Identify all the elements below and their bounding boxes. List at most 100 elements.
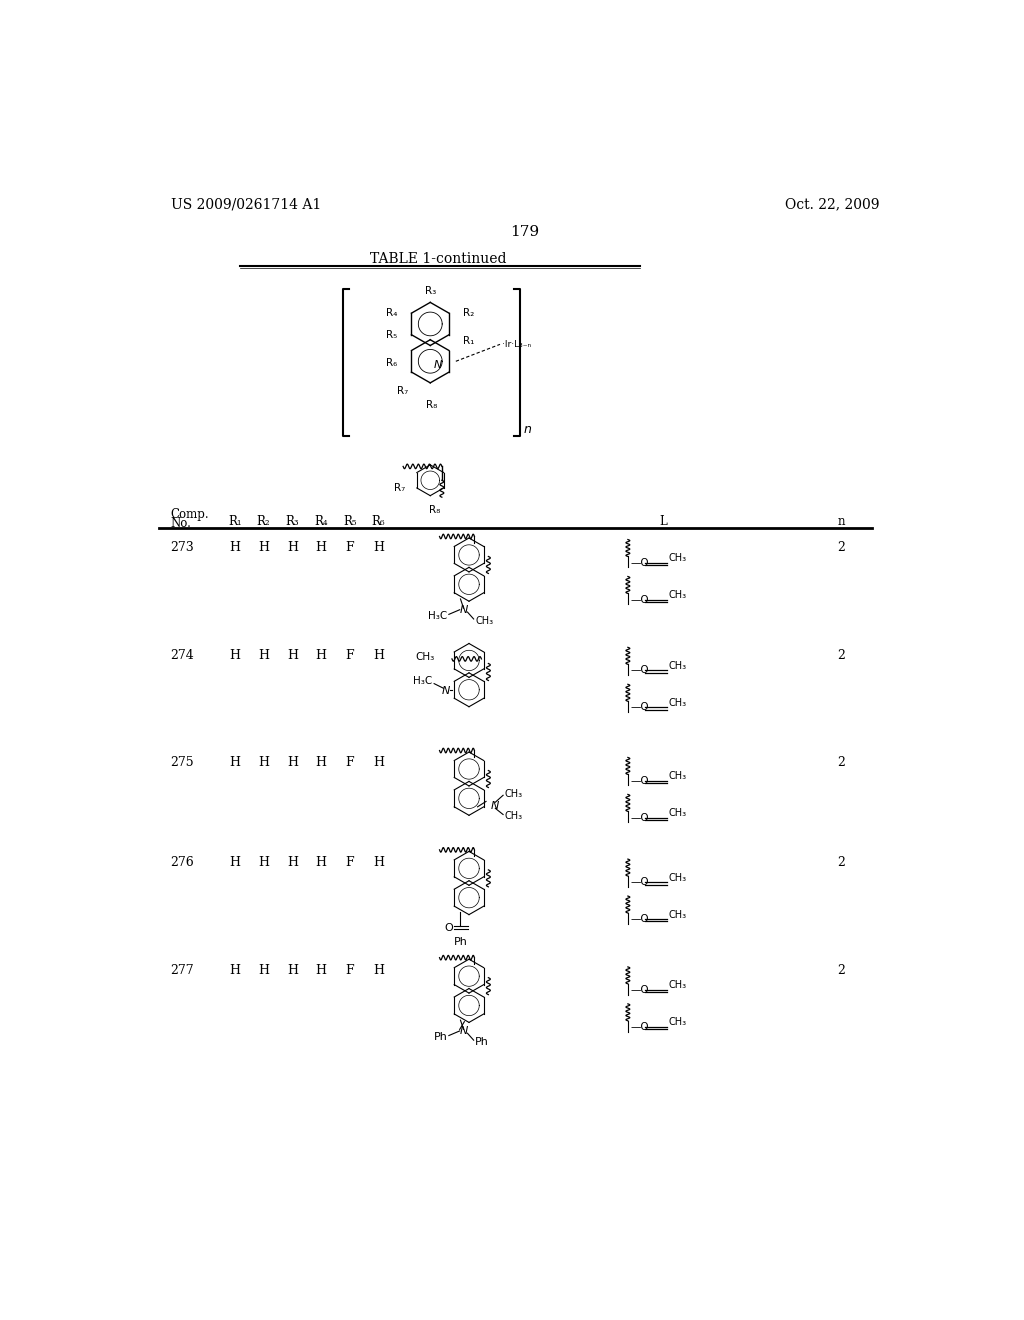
Text: H: H	[287, 648, 298, 661]
Text: —O: —O	[630, 878, 649, 887]
Text: N: N	[434, 360, 442, 370]
Text: H: H	[229, 857, 241, 870]
Text: —O: —O	[630, 702, 649, 713]
Text: H: H	[258, 964, 269, 977]
Text: n: n	[523, 422, 531, 436]
Text: R₅: R₅	[386, 330, 397, 339]
Text: R₁: R₁	[228, 515, 242, 528]
Text: N: N	[490, 801, 499, 810]
Text: H: H	[258, 648, 269, 661]
Text: —O: —O	[630, 915, 649, 924]
Text: —O: —O	[630, 557, 649, 568]
Text: H: H	[258, 857, 269, 870]
Text: No.: No.	[171, 517, 191, 529]
Text: CH₃: CH₃	[669, 553, 686, 564]
Text: H: H	[287, 857, 298, 870]
Text: F: F	[345, 541, 354, 554]
Text: R₆: R₆	[372, 515, 385, 528]
Text: CH₃: CH₃	[669, 1018, 686, 1027]
Text: L: L	[658, 515, 667, 528]
Text: H: H	[373, 541, 384, 554]
Text: 275: 275	[171, 756, 195, 770]
Text: R₂: R₂	[257, 515, 270, 528]
Text: R₃: R₃	[286, 515, 299, 528]
Text: 2: 2	[837, 648, 845, 661]
Text: CH₃: CH₃	[669, 698, 686, 708]
Text: R₇: R₇	[397, 385, 409, 396]
Text: —O: —O	[630, 594, 649, 605]
Text: 2: 2	[837, 964, 845, 977]
Text: H: H	[287, 756, 298, 770]
Text: H: H	[315, 648, 327, 661]
Text: F: F	[345, 648, 354, 661]
Text: H: H	[229, 541, 241, 554]
Text: H: H	[287, 964, 298, 977]
Text: 277: 277	[171, 964, 195, 977]
Text: H: H	[229, 648, 241, 661]
Text: H₃C: H₃C	[414, 676, 432, 685]
Text: 2: 2	[837, 541, 845, 554]
Text: H: H	[373, 648, 384, 661]
Text: CH₃: CH₃	[505, 789, 523, 799]
Text: CH₃: CH₃	[669, 661, 686, 671]
Text: CH₃: CH₃	[669, 873, 686, 883]
Text: R₄: R₄	[386, 308, 397, 318]
Text: H: H	[373, 964, 384, 977]
Text: N: N	[460, 1026, 468, 1036]
Text: CH₃: CH₃	[475, 616, 494, 626]
Text: TABLE 1-continued: TABLE 1-continued	[370, 252, 506, 265]
Text: CH₃: CH₃	[505, 810, 523, 821]
Text: Comp.: Comp.	[171, 508, 209, 520]
Text: R₇: R₇	[394, 483, 406, 492]
Text: —O: —O	[630, 1022, 649, 1032]
Text: H: H	[287, 541, 298, 554]
Text: 274: 274	[171, 648, 195, 661]
Text: R₈: R₈	[426, 400, 437, 409]
Text: N: N	[460, 605, 468, 615]
Text: Ph: Ph	[475, 1038, 489, 1048]
Text: CH₃: CH₃	[669, 981, 686, 990]
Text: H: H	[315, 541, 327, 554]
Text: H: H	[315, 964, 327, 977]
Text: H: H	[229, 964, 241, 977]
Text: N: N	[441, 686, 450, 697]
Text: 276: 276	[171, 857, 195, 870]
Text: US 2009/0261714 A1: US 2009/0261714 A1	[171, 198, 321, 211]
Text: H₃C: H₃C	[428, 611, 447, 620]
Text: R₂: R₂	[463, 308, 474, 318]
Text: Oct. 22, 2009: Oct. 22, 2009	[785, 198, 880, 211]
Text: H: H	[258, 756, 269, 770]
Text: R₈: R₈	[428, 506, 439, 515]
Text: F: F	[345, 857, 354, 870]
Text: F: F	[345, 756, 354, 770]
Text: R₃: R₃	[425, 286, 436, 296]
Text: R₅: R₅	[343, 515, 356, 528]
Text: R₁: R₁	[463, 335, 474, 346]
Text: —O: —O	[630, 813, 649, 822]
Text: n: n	[838, 515, 845, 528]
Text: H: H	[258, 541, 269, 554]
Text: —O: —O	[630, 665, 649, 676]
Text: ·Ir·L₃₋ₙ: ·Ir·L₃₋ₙ	[502, 339, 530, 348]
Text: 2: 2	[837, 857, 845, 870]
Text: 2: 2	[837, 756, 845, 770]
Text: H: H	[315, 857, 327, 870]
Text: 273: 273	[171, 541, 195, 554]
Text: Ph: Ph	[433, 1032, 447, 1041]
Text: CH₃: CH₃	[416, 652, 435, 663]
Text: H: H	[315, 756, 327, 770]
Text: CH₃: CH₃	[669, 808, 686, 818]
Text: R₆: R₆	[386, 358, 397, 368]
Text: 179: 179	[510, 224, 540, 239]
Text: CH₃: CH₃	[669, 771, 686, 781]
Text: —O: —O	[630, 985, 649, 995]
Text: H: H	[373, 756, 384, 770]
Text: Ph: Ph	[455, 937, 468, 946]
Text: H: H	[373, 857, 384, 870]
Text: H: H	[229, 756, 241, 770]
Text: F: F	[345, 964, 354, 977]
Text: CH₃: CH₃	[669, 590, 686, 601]
Text: —O: —O	[630, 776, 649, 785]
Text: R₄: R₄	[314, 515, 328, 528]
Text: O: O	[444, 923, 453, 933]
